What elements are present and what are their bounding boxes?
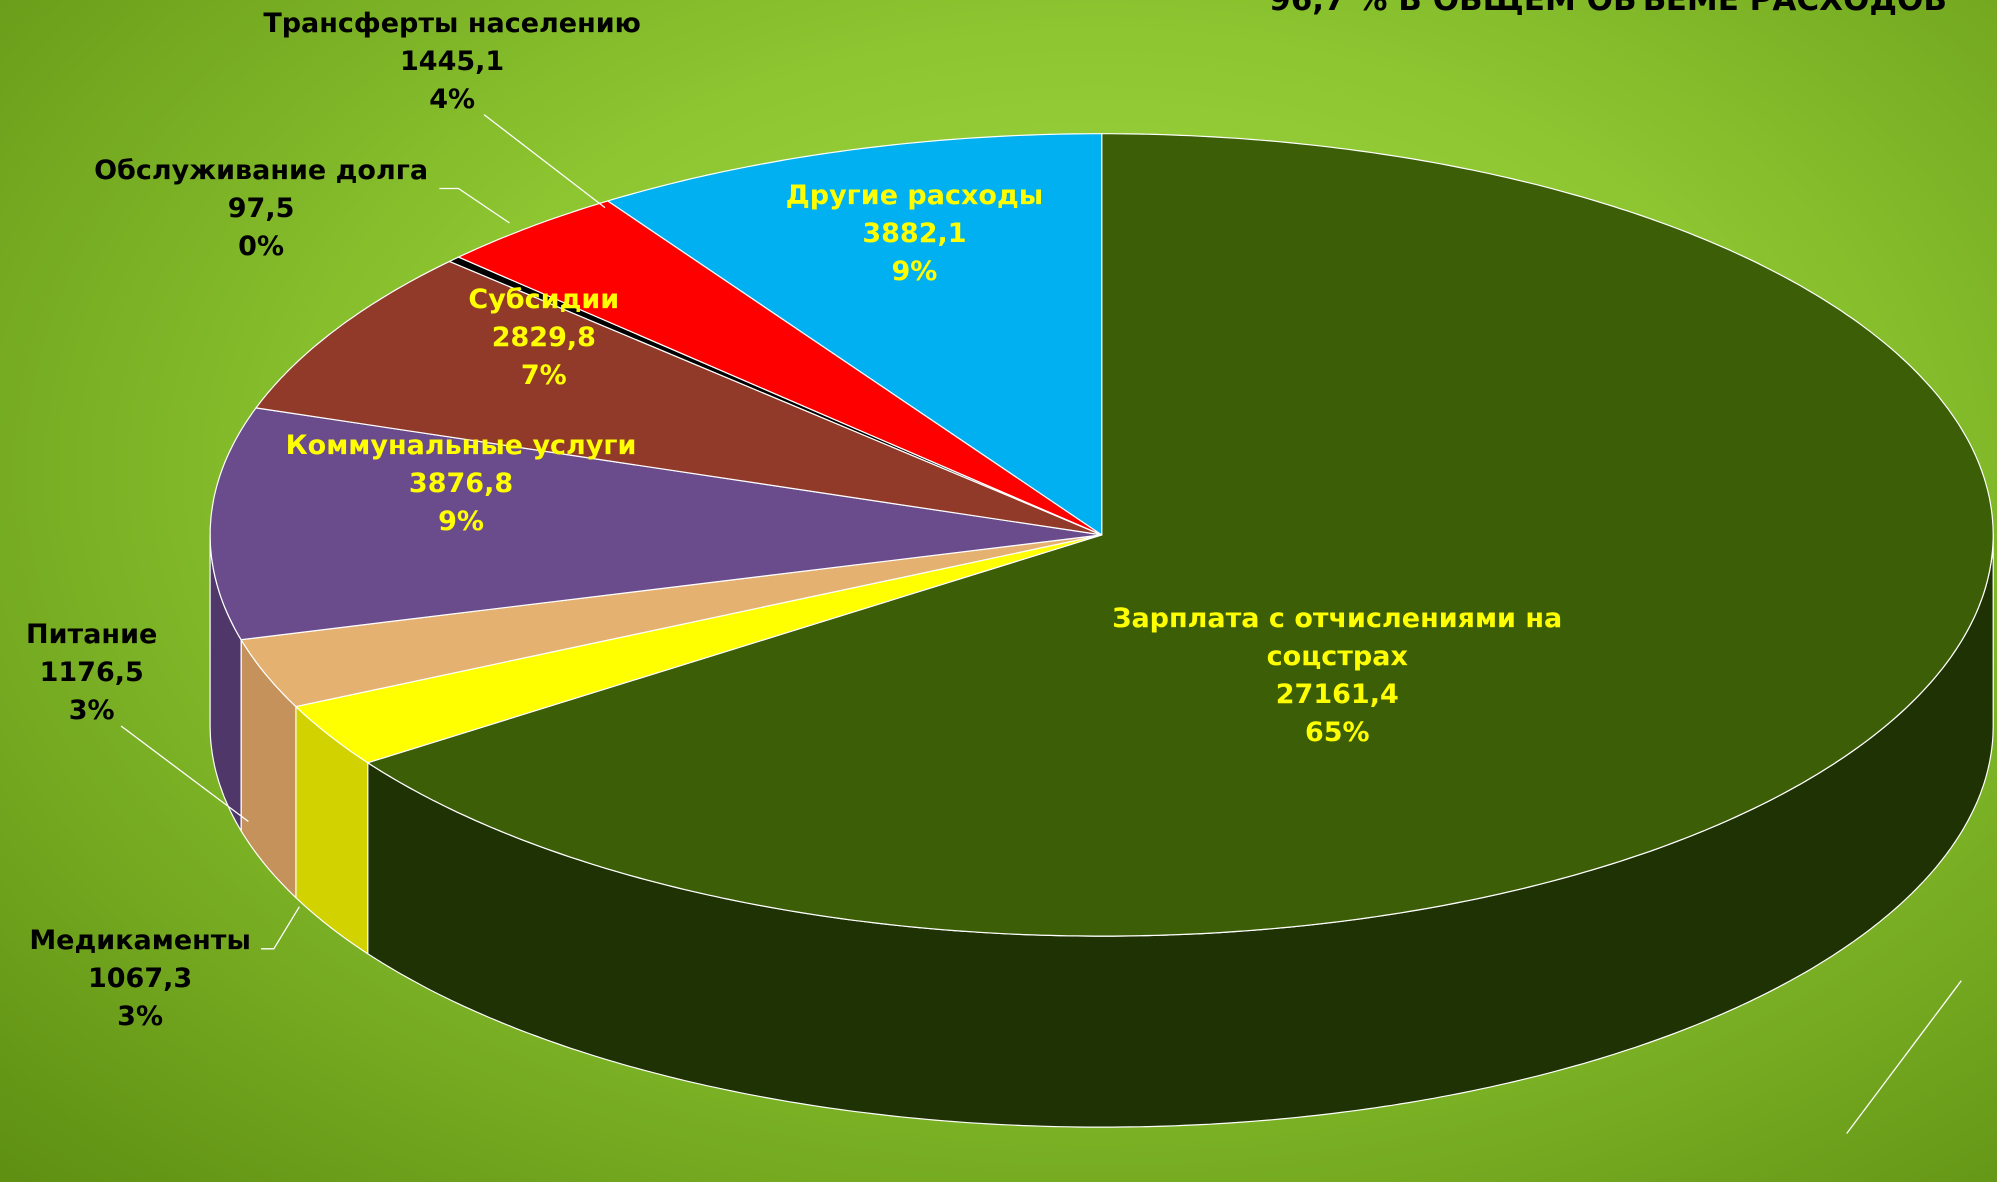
slice — [457, 200, 1103, 536]
category-label: Зарплата с отчислениями на соцстрах — [1112, 602, 1563, 672]
leader-line — [120, 725, 249, 823]
data-label: Медикаменты 1067,3 3% — [29, 922, 251, 1036]
data-label: Субсидии 2829,8 7% — [468, 281, 619, 395]
category-label: Медикаменты — [29, 925, 251, 957]
category-label: Коммунальные услуги — [285, 429, 637, 461]
data-label: Обслуживание долга 97,5 0% — [94, 152, 428, 266]
value-label: 3882,1 — [862, 218, 967, 250]
value-label: 2829,8 — [491, 322, 596, 354]
data-label: Другие расходы 3882,1 9% — [786, 177, 1043, 291]
percent-label: 65% — [1304, 716, 1370, 748]
category-label: Трансферты населению — [263, 8, 641, 40]
data-label: Зарплата с отчислениями на соцстрах 27161… — [1070, 600, 1605, 752]
category-label: Другие расходы — [785, 180, 1044, 212]
category-label: Субсидии — [468, 284, 620, 316]
slice — [607, 133, 1103, 536]
leader-line — [261, 906, 300, 950]
percent-label: 3% — [117, 1001, 164, 1033]
value-label: 27161,4 — [1275, 678, 1399, 710]
category-label: Обслуживание долга — [94, 154, 429, 186]
slice — [295, 534, 1103, 764]
value-label: 1445,1 — [400, 46, 505, 78]
value-label: 3876,8 — [408, 467, 514, 499]
value-label: 1067,3 — [87, 963, 193, 995]
percent-label: 9% — [891, 256, 938, 288]
data-label: Трансферты населению 1445,1 4% — [263, 5, 641, 119]
value-label: 1176,5 — [39, 657, 144, 689]
percent-label: 4% — [429, 84, 476, 116]
data-label: Коммунальные услуги 3876,8 9% — [286, 427, 637, 541]
category-label: Питание — [26, 619, 158, 651]
percent-label: 0% — [238, 230, 284, 262]
percent-label: 9% — [438, 505, 484, 537]
slice — [240, 534, 1103, 708]
percent-label: 3% — [68, 695, 115, 727]
percent-label: 7% — [520, 360, 567, 392]
chart-title: 96,7 % В ОБЩЕМ ОБЪЕМЕ РАСХОДОВ — [1269, 0, 1947, 18]
value-label: 97,5 — [227, 192, 295, 224]
data-label: Питание 1176,5 3% — [26, 616, 157, 730]
slice — [209, 407, 1103, 641]
leader-line — [1846, 980, 1962, 1134]
slice — [255, 260, 1103, 536]
leader-line — [483, 114, 606, 209]
leader-line — [439, 187, 510, 224]
slice — [367, 133, 1994, 937]
